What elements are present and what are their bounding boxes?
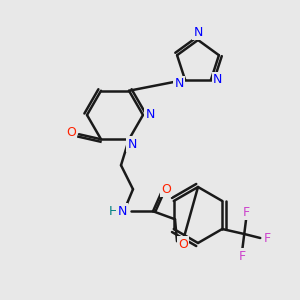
Text: N: N bbox=[213, 73, 223, 86]
Text: N: N bbox=[117, 205, 127, 218]
Text: F: F bbox=[243, 206, 250, 218]
Text: F: F bbox=[264, 232, 271, 244]
Text: H: H bbox=[108, 205, 118, 218]
Text: N: N bbox=[193, 26, 203, 38]
Text: O: O bbox=[161, 183, 171, 196]
Text: N: N bbox=[127, 138, 137, 151]
Text: F: F bbox=[239, 250, 246, 262]
Text: O: O bbox=[178, 238, 188, 251]
Text: N: N bbox=[145, 109, 155, 122]
Text: O: O bbox=[66, 126, 76, 139]
Text: N: N bbox=[174, 77, 184, 90]
